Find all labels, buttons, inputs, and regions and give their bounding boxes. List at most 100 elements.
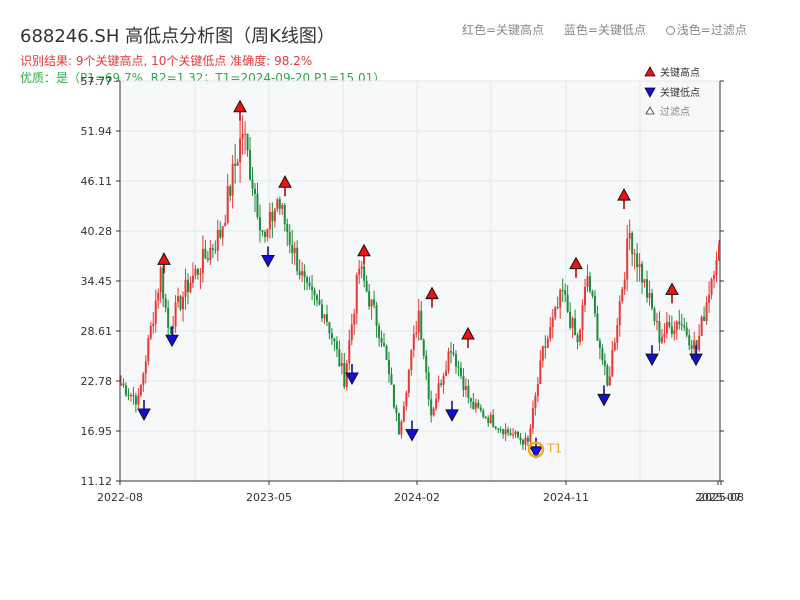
candle <box>611 340 614 377</box>
candle <box>400 419 403 439</box>
candle-body <box>253 188 256 194</box>
candle <box>380 330 383 348</box>
candle <box>360 260 363 279</box>
candle <box>442 372 445 394</box>
candle-body <box>231 163 234 196</box>
candle <box>244 121 247 155</box>
candle <box>191 262 194 288</box>
legend-entry: 关键高点 <box>660 66 700 79</box>
candle <box>636 243 639 283</box>
candle-body <box>718 244 720 261</box>
candle <box>427 366 430 407</box>
candle <box>651 288 654 311</box>
candle <box>464 378 467 397</box>
candle <box>335 336 338 358</box>
candle-body <box>670 326 673 334</box>
candle-body <box>177 296 180 303</box>
candle-body <box>641 263 644 283</box>
candle-body <box>452 352 455 355</box>
candle-body <box>325 314 328 323</box>
candle-body <box>549 326 552 339</box>
candle-body <box>618 301 621 326</box>
candle-body <box>715 260 718 276</box>
candle <box>598 338 601 360</box>
candle-body <box>368 291 371 307</box>
candle <box>137 387 140 408</box>
candle <box>333 338 336 351</box>
candle <box>120 375 122 386</box>
candle-body <box>281 205 284 209</box>
candle-body <box>172 326 175 329</box>
candle <box>149 321 152 341</box>
candle-body <box>196 268 199 275</box>
ring-icon <box>665 26 675 35</box>
candle-body <box>306 277 309 283</box>
candle-body <box>668 322 671 327</box>
candle-body <box>303 271 306 278</box>
key-low-marker <box>645 353 659 367</box>
candle-body <box>445 370 448 377</box>
candle <box>472 392 475 410</box>
candle-body <box>422 339 425 356</box>
candle <box>296 240 299 276</box>
candle <box>588 271 591 294</box>
candle-body <box>316 295 319 301</box>
candle-body <box>479 407 482 411</box>
candle-body <box>412 334 415 350</box>
candle-body <box>276 199 279 210</box>
candle-body <box>554 307 557 318</box>
candle <box>579 328 582 346</box>
candle <box>291 229 294 265</box>
candle <box>402 401 405 423</box>
candle <box>613 337 616 352</box>
candle <box>514 429 517 438</box>
candle-body <box>417 310 420 333</box>
candle-body <box>710 278 713 295</box>
candle <box>469 397 472 409</box>
candle <box>164 293 167 313</box>
candle-body <box>375 305 378 326</box>
candle <box>623 271 626 296</box>
candle-body <box>147 338 150 362</box>
candle-body <box>283 205 286 225</box>
candle-body <box>593 295 596 314</box>
candle-body <box>127 394 130 396</box>
candle <box>660 328 663 345</box>
key-high-marker <box>461 326 475 340</box>
key-high-marker <box>233 99 247 113</box>
candle-body <box>685 327 688 336</box>
candle-body <box>360 266 363 269</box>
candle-body <box>350 324 353 341</box>
key-high-marker <box>617 188 631 201</box>
candle <box>643 278 646 288</box>
candle <box>276 197 279 213</box>
candle <box>487 415 490 427</box>
candle <box>194 264 197 280</box>
candle <box>293 241 296 266</box>
candle-body <box>626 238 629 280</box>
candle <box>383 333 386 348</box>
candle-body <box>241 133 244 139</box>
candle <box>323 314 326 325</box>
key-low-marker <box>137 408 151 422</box>
candle-body <box>162 267 165 299</box>
candle-body <box>308 282 311 287</box>
candle <box>355 272 358 325</box>
candle <box>499 426 502 434</box>
candle-body <box>137 395 140 405</box>
candle <box>301 261 304 282</box>
candle-body <box>263 231 266 238</box>
candle <box>435 393 438 412</box>
recognition-result: 识别结果: 9个关键高点, 10个关键低点 准确度: 98.2% <box>20 54 313 68</box>
key-high-marker <box>278 175 292 188</box>
candle-body <box>512 434 515 436</box>
legend-entry: 过滤点 <box>660 105 690 118</box>
candle-body <box>447 351 450 371</box>
candle <box>201 235 204 283</box>
candle-body <box>576 335 579 343</box>
candle-body <box>646 279 649 298</box>
candle-body <box>229 186 232 196</box>
candle-body <box>246 133 249 151</box>
candle-body <box>194 268 197 276</box>
candle <box>182 291 185 322</box>
